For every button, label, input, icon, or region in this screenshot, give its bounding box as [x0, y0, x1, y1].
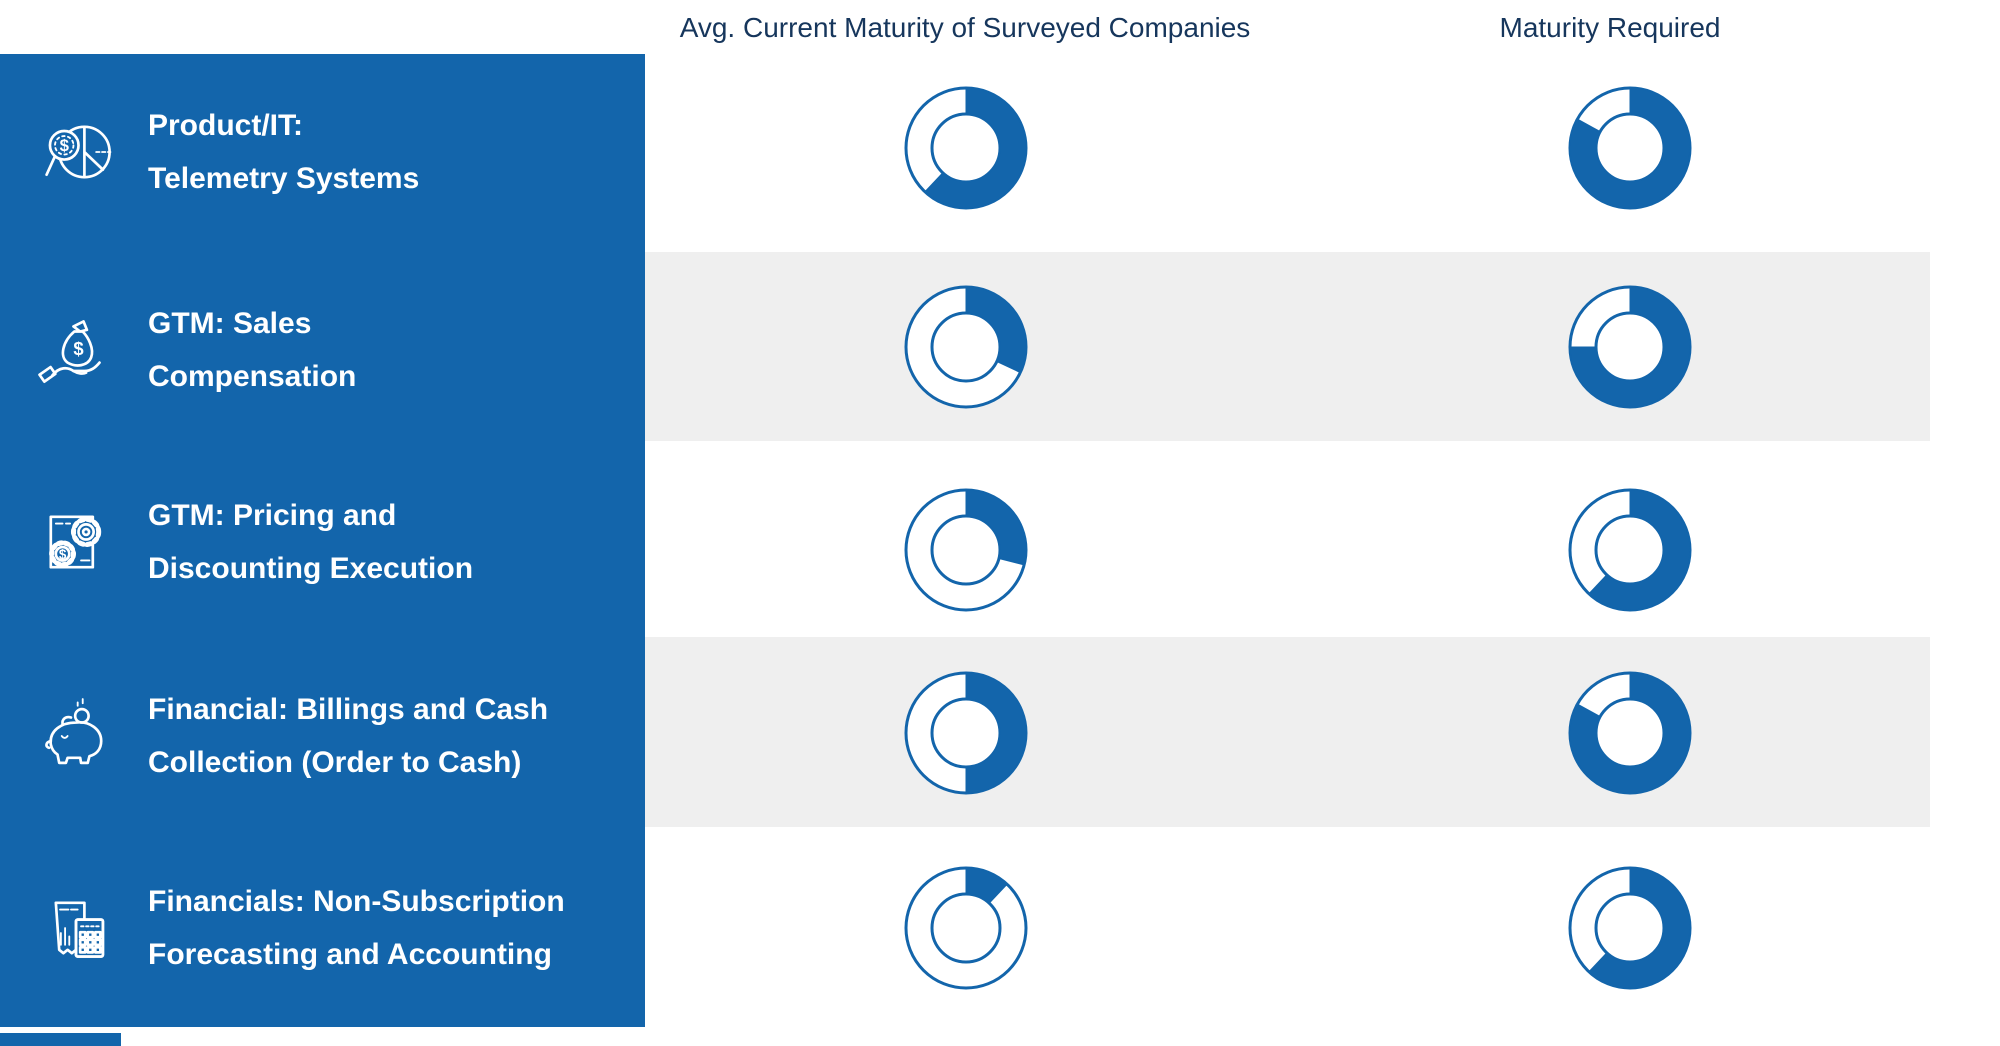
donut-current-billings — [901, 668, 1031, 798]
donut-required-pricing — [1565, 485, 1695, 615]
sidebar-item-sales-compensation: $ GTM: Sales Compensation — [0, 252, 645, 447]
donut-required-forecasting — [1565, 863, 1695, 993]
svg-text:$: $ — [59, 546, 67, 561]
document-gears-dollar-icon: $ — [34, 500, 118, 584]
column-header-maturity-required: Maturity Required — [1499, 12, 1721, 43]
donut-current-sales-comp — [901, 282, 1031, 412]
donut-current-telemetry — [901, 83, 1031, 213]
sidebar-label: Financials: Non-Subscription Forecasting… — [148, 884, 565, 971]
category-sidebar: $ Product/IT: Telemetry Systems $ — [0, 54, 645, 1027]
donut-current-forecasting — [901, 863, 1031, 993]
donut-required-telemetry — [1565, 83, 1695, 213]
footer-accent-bar — [0, 1033, 121, 1046]
sidebar-item-nonsub-forecasting: Financials: Non-Subscription Forecasting… — [0, 830, 645, 1025]
sidebar-label: GTM: Sales Compensation — [148, 306, 357, 393]
sidebar-label: GTM: Pricing and Discounting Execution — [148, 498, 474, 585]
row-stripe-4 — [645, 637, 1930, 827]
donut-required-sales-comp — [1565, 282, 1695, 412]
sidebar-label: Financial: Billings and Cash Collection … — [148, 692, 549, 779]
pie-magnifier-dollar-icon: $ — [34, 110, 118, 194]
sidebar-item-pricing-discounting: $ GTM: Pricing and Discounting Execution — [0, 444, 645, 639]
svg-text:$: $ — [60, 136, 70, 155]
donut-required-billings — [1565, 668, 1695, 798]
hand-money-bag-icon: $ — [34, 308, 118, 392]
sidebar-item-billings-cash: Financial: Billings and Cash Collection … — [0, 638, 645, 833]
svg-text:$: $ — [73, 338, 84, 359]
column-header-current-maturity: Avg. Current Maturity of Surveyed Compan… — [679, 12, 1251, 43]
donut-current-pricing — [901, 485, 1031, 615]
sidebar-label: Product/IT: Telemetry Systems — [148, 108, 420, 195]
piggy-bank-coin-icon — [34, 694, 118, 778]
sidebar-item-telemetry-systems: $ Product/IT: Telemetry Systems — [0, 54, 645, 249]
receipt-calculator-icon — [34, 886, 118, 970]
row-stripe-2 — [645, 252, 1930, 441]
